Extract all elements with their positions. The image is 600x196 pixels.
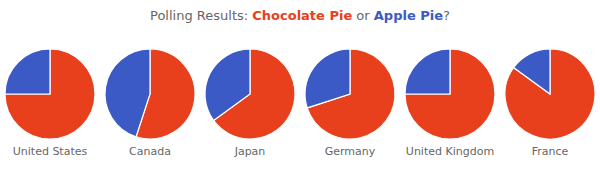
title-highlight: Apple Pie [374, 8, 443, 23]
pie [405, 49, 495, 139]
category-label: United Kingdom [406, 145, 494, 158]
category-label: France [532, 145, 569, 158]
category-label: Canada [129, 145, 171, 158]
pie-slice [5, 49, 95, 139]
title-part: ? [443, 8, 450, 23]
pie-slice [514, 49, 550, 94]
pie-slice [405, 49, 495, 139]
pie [305, 49, 395, 139]
pie [505, 49, 595, 139]
category-label: United States [13, 145, 88, 158]
title: Polling Results: Chocolate Pie or Apple … [150, 8, 450, 23]
pie-slice [405, 49, 450, 94]
pie-slice [305, 49, 350, 108]
category-label: Japan [234, 145, 266, 158]
pie [5, 49, 95, 139]
title-highlight: Chocolate Pie [252, 8, 352, 23]
title-part: or [352, 8, 374, 23]
pie-slice [505, 49, 595, 139]
pie [105, 49, 195, 139]
title-part: Polling Results: [150, 8, 252, 23]
category-label: Germany [325, 145, 376, 158]
pie-slice [105, 49, 150, 137]
pie-slice [205, 49, 250, 120]
chart: Polling Results: Chocolate Pie or Apple … [0, 0, 600, 196]
pie [205, 49, 295, 139]
pie-slice [5, 49, 50, 94]
